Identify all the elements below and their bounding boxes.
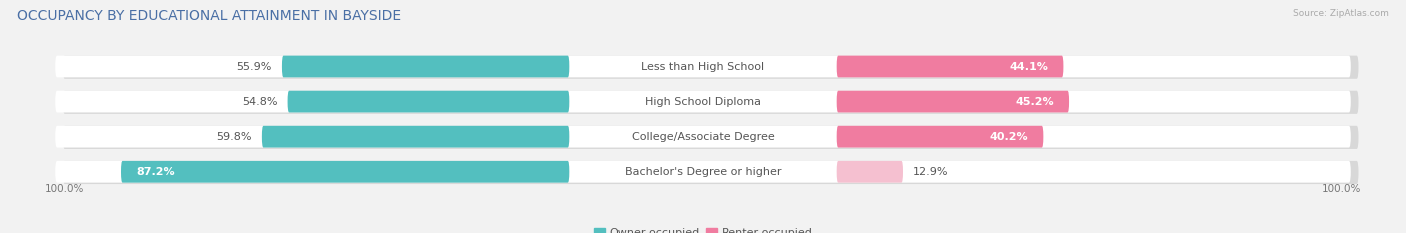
FancyBboxPatch shape: [55, 56, 1351, 77]
FancyBboxPatch shape: [63, 161, 1358, 184]
Text: 87.2%: 87.2%: [136, 167, 176, 177]
FancyBboxPatch shape: [63, 56, 1358, 79]
Text: 100.0%: 100.0%: [45, 184, 84, 194]
Text: 100.0%: 100.0%: [1322, 184, 1361, 194]
FancyBboxPatch shape: [55, 91, 1351, 113]
FancyBboxPatch shape: [837, 56, 1063, 77]
FancyBboxPatch shape: [283, 56, 569, 77]
FancyBboxPatch shape: [63, 91, 1358, 114]
FancyBboxPatch shape: [837, 126, 1043, 147]
FancyBboxPatch shape: [837, 161, 903, 183]
Text: 40.2%: 40.2%: [990, 132, 1028, 142]
Text: 55.9%: 55.9%: [236, 62, 271, 72]
Text: 59.8%: 59.8%: [217, 132, 252, 142]
FancyBboxPatch shape: [837, 91, 1069, 113]
Text: OCCUPANCY BY EDUCATIONAL ATTAINMENT IN BAYSIDE: OCCUPANCY BY EDUCATIONAL ATTAINMENT IN B…: [17, 9, 401, 23]
FancyBboxPatch shape: [262, 126, 569, 147]
Text: Less than High School: Less than High School: [641, 62, 765, 72]
Text: College/Associate Degree: College/Associate Degree: [631, 132, 775, 142]
FancyBboxPatch shape: [55, 126, 1351, 147]
Legend: Owner-occupied, Renter-occupied: Owner-occupied, Renter-occupied: [589, 223, 817, 233]
Text: 44.1%: 44.1%: [1010, 62, 1047, 72]
Text: 45.2%: 45.2%: [1015, 97, 1053, 106]
Text: 12.9%: 12.9%: [914, 167, 949, 177]
Text: Source: ZipAtlas.com: Source: ZipAtlas.com: [1294, 9, 1389, 18]
Text: Bachelor's Degree or higher: Bachelor's Degree or higher: [624, 167, 782, 177]
FancyBboxPatch shape: [63, 126, 1358, 149]
FancyBboxPatch shape: [55, 161, 1351, 183]
Text: High School Diploma: High School Diploma: [645, 97, 761, 106]
Text: 54.8%: 54.8%: [242, 97, 277, 106]
FancyBboxPatch shape: [288, 91, 569, 113]
FancyBboxPatch shape: [121, 161, 569, 183]
